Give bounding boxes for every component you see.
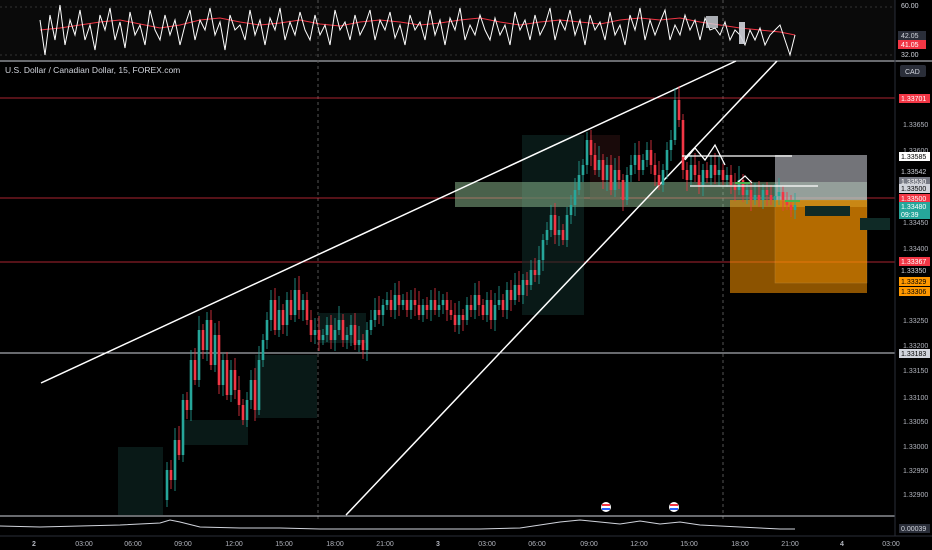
time-axis[interactable]: 2 03:00 06:00 09:00 12:00 15:00 18:00 21:00 3 03:… [32,541,900,548]
price-badge: 1.33701 [899,94,930,103]
price-badge: 1.33480 [899,202,930,211]
svg-text:1.33329: 1.33329 [901,279,926,286]
time-axis-label: 15:00 [680,541,698,548]
price-badge: 1.33542 [899,167,930,176]
time-axis-label: 09:00 [580,541,598,548]
us-flag-event-icon[interactable] [601,502,611,512]
price-axis-tick: 1.33000 [903,444,928,451]
svg-text:1.33585: 1.33585 [901,154,926,161]
time-axis-label: 06:00 [124,541,142,548]
price-axis-tick: 1.33200 [903,343,928,350]
price-axis-tick: 1.33150 [903,368,928,375]
time-axis-label: 2 [32,541,36,548]
indicator-pane[interactable] [0,502,795,530]
time-axis-label: 03:00 [478,541,496,548]
svg-text:41.05: 41.05 [901,42,919,49]
currency-button[interactable]: CAD [900,65,926,77]
svg-text:1.33500: 1.33500 [901,186,926,193]
time-axis-label: 21:00 [376,541,394,548]
time-axis-label: 15:00 [275,541,293,548]
price-badge: 1.33367 [899,257,930,266]
stop-loss-box[interactable] [775,155,867,200]
price-badge: 1.33530 [899,177,930,186]
rsi-line [39,4,796,57]
price-badge: 09:39 [899,210,930,219]
price-axis-tick: 1.33450 [903,220,928,227]
price-badge: 1.33350 [899,266,930,275]
lower-trendline[interactable] [345,60,778,516]
svg-text:1.33306: 1.33306 [901,289,926,296]
oscillator-value-badge: 42.05 [898,31,926,40]
svg-text:42.05: 42.05 [901,33,919,40]
price-axis-tick: 1.33250 [903,318,928,325]
time-axis-label: 4 [840,541,844,548]
svg-text:1.33350: 1.33350 [901,268,926,275]
oscillator-axis-label: 32.00 [901,52,919,59]
upper-trendline[interactable] [40,60,737,384]
time-axis-label: 3 [436,541,440,548]
time-axis-label: 06:00 [528,541,546,548]
price-axis-tick: 1.32900 [903,492,928,499]
time-axis-label: 09:00 [174,541,192,548]
time-axis-label: 21:00 [781,541,799,548]
svg-text:1.33183: 1.33183 [901,351,926,358]
svg-text:1.33530: 1.33530 [901,179,926,186]
time-axis-label: 18:00 [731,541,749,548]
svg-text:1.33480: 1.33480 [901,204,926,211]
price-axis-tick: 1.32950 [903,468,928,475]
price-badge: 1.33306 [899,287,930,296]
pattern-drawing[interactable] [684,143,726,166]
price-badge: 1.33585 [899,152,930,161]
price-axis-tick: 1.33600 [903,148,928,155]
rsi-ma-line [39,17,796,36]
oscillator-pane[interactable] [0,0,895,60]
price-axis-tick: 1.33050 [903,419,928,426]
candlestick-series [165,86,797,507]
symbol-title: U.S. Dollar / Canadian Dollar, 15, FOREX… [5,65,180,75]
price-badge: 1.33183 [899,349,930,358]
us-flag-event-icon[interactable] [669,502,679,512]
price-badge: 1.33500 [899,194,930,203]
price-pane[interactable]: U.S. Dollar / Canadian Dollar, 15, FOREX… [0,0,895,520]
svg-text:09:39: 09:39 [901,212,919,219]
price-axis-tick: 1.33400 [903,246,928,253]
price-axis-tick: 1.33650 [903,122,928,129]
price-axis[interactable]: 1.33650 1.33600 1.33450 1.33400 1.33250 1.332… [899,94,930,499]
indicator-value-badge: 0.00039 [899,524,930,533]
time-axis-label: 03:00 [882,541,900,548]
svg-text:CAD: CAD [905,69,920,76]
svg-text:1.33367: 1.33367 [901,259,926,266]
svg-text:1.33542: 1.33542 [901,169,926,176]
time-axis-label: 12:00 [630,541,648,548]
time-axis-label: 18:00 [326,541,344,548]
time-axis-label: 12:00 [225,541,243,548]
indicator-line [0,519,795,530]
oscillator-axis-label: 60.00 [901,3,919,10]
price-axis-tick: 1.33100 [903,395,928,402]
price-badge: 1.33500 [899,184,930,193]
oscillator-value-badge: 41.05 [898,40,926,49]
svg-text:0.00039: 0.00039 [901,526,926,533]
price-badge: 1.33329 [899,277,930,286]
svg-text:1.33701: 1.33701 [901,96,926,103]
time-axis-label: 03:00 [75,541,93,548]
svg-text:1.33500: 1.33500 [901,196,926,203]
